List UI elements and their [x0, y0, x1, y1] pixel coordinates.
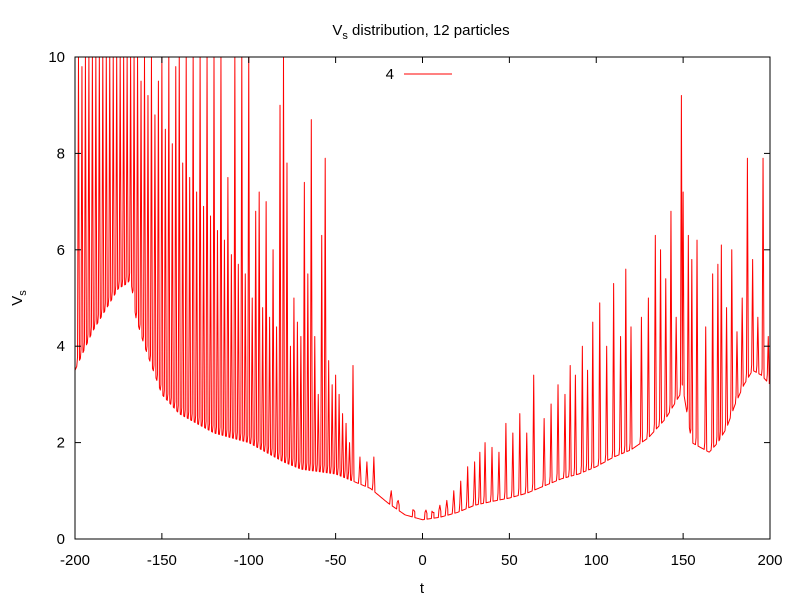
- x-tick-label: 0: [418, 552, 426, 569]
- plot-area: [75, 57, 770, 521]
- y-tick-label: 10: [48, 49, 65, 66]
- y-axis-label: Vs: [9, 290, 29, 306]
- x-tick-label: -50: [325, 552, 347, 569]
- x-axis-label: t: [420, 580, 425, 597]
- x-tick-label: 100: [584, 552, 609, 569]
- x-tick-label: -100: [234, 552, 264, 569]
- x-tick-label: -150: [147, 552, 177, 569]
- y-tick-label: 8: [57, 145, 65, 162]
- y-tick-label: 4: [57, 338, 65, 355]
- x-axis: -200 -150 -100 -50 0 50 100 150 200: [60, 57, 783, 569]
- y-tick-label: 2: [57, 435, 65, 452]
- x-tick-label: 150: [671, 552, 696, 569]
- series-line-4: [75, 57, 770, 521]
- y-tick-label: 6: [57, 242, 65, 259]
- x-tick-label: 50: [501, 552, 518, 569]
- legend: 4: [386, 66, 452, 83]
- legend-label: 4: [386, 66, 394, 83]
- y-axis: 0 2 4 6 8 10: [48, 49, 770, 548]
- y-tick-label: 0: [57, 531, 65, 548]
- x-tick-label: -200: [60, 552, 90, 569]
- chart-title: Vs distribution, 12 particles: [332, 22, 509, 42]
- x-tick-label: 200: [757, 552, 782, 569]
